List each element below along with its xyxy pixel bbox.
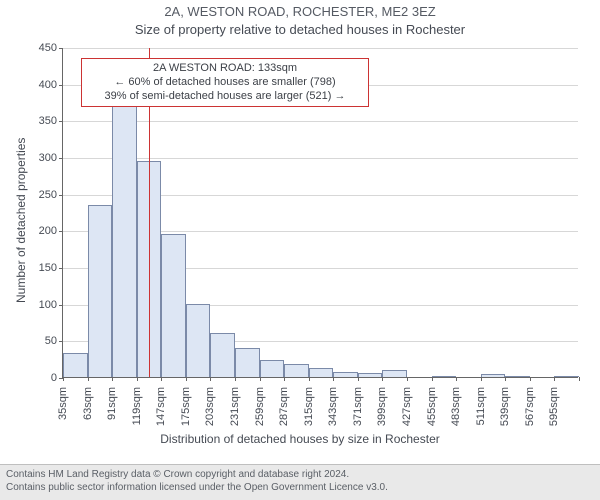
x-tick [309,377,310,381]
page-title: 2A, WESTON ROAD, ROCHESTER, ME2 3EZ [0,4,600,19]
bar [554,376,579,377]
x-tick [260,377,261,381]
x-tick-label: 595sqm [548,383,560,426]
y-tick-label: 100 [39,299,63,311]
x-tick [382,377,383,381]
x-tick [161,377,162,381]
annotation-line: 39% of semi-detached houses are larger (… [88,90,362,104]
bar [382,370,407,377]
x-tick [554,377,555,381]
x-tick-label: 287sqm [278,383,290,426]
x-tick-label: 483sqm [450,383,462,426]
x-tick-label: 175sqm [180,383,192,426]
bar [505,376,530,377]
x-tick [407,377,408,381]
x-tick-label: 91sqm [106,383,118,420]
y-tick-label: 150 [39,262,63,274]
x-tick-label: 427sqm [401,383,413,426]
x-tick [186,377,187,381]
x-tick-label: 147sqm [155,383,167,426]
plot-area: 05010015020025030035040045035sqm63sqm91s… [62,48,578,378]
annotation-box: 2A WESTON ROAD: 133sqm← 60% of detached … [81,58,369,107]
chart-subtitle: Size of property relative to detached ho… [0,22,600,37]
y-tick-label: 300 [39,152,63,164]
x-axis-label: Distribution of detached houses by size … [0,432,600,446]
bar [432,376,457,377]
bar [235,348,260,377]
gridline [63,48,578,49]
x-tick [112,377,113,381]
bar [63,353,88,377]
x-tick-label: 119sqm [131,383,143,425]
x-tick [63,377,64,381]
annotation-line: ← 60% of detached houses are smaller (79… [88,76,362,90]
y-tick-label: 350 [39,115,63,127]
x-tick [358,377,359,381]
gridline [63,158,578,159]
bar [161,234,186,377]
bar [358,373,383,377]
x-tick-label: 63sqm [82,383,94,420]
bar [210,333,235,377]
x-tick-label: 511sqm [475,383,487,425]
x-tick-label: 371sqm [352,383,364,426]
x-tick-label: 343sqm [327,383,339,426]
x-tick [210,377,211,381]
x-tick-label: 399sqm [376,383,388,426]
y-tick-label: 450 [39,42,63,54]
chart-container: 2A, WESTON ROAD, ROCHESTER, ME2 3EZ Size… [0,0,600,500]
y-tick-label: 200 [39,225,63,237]
x-tick [235,377,236,381]
bar [186,304,211,377]
x-tick [333,377,334,381]
annotation-line: 2A WESTON ROAD: 133sqm [88,62,362,76]
x-tick-label: 315sqm [303,383,315,426]
footer-line: Contains HM Land Registry data © Crown c… [6,469,594,482]
bar [309,368,334,377]
x-tick-label: 35sqm [57,383,69,420]
x-tick [88,377,89,381]
x-tick [432,377,433,381]
x-tick [481,377,482,381]
x-tick-label: 455sqm [426,383,438,426]
footer-line: Contains public sector information licen… [6,482,594,495]
y-tick-label: 400 [39,79,63,91]
x-tick [137,377,138,381]
x-tick [505,377,506,381]
x-tick [284,377,285,381]
bar [112,106,137,377]
bar [333,372,358,377]
y-tick-label: 50 [45,335,63,347]
x-tick-label: 259sqm [254,383,266,426]
x-tick-label: 539sqm [499,383,511,426]
footer: Contains HM Land Registry data © Crown c… [0,464,600,500]
x-tick [530,377,531,381]
x-tick-label: 231sqm [229,383,241,426]
y-axis-label: Number of detached properties [14,138,28,303]
bar [260,360,285,377]
x-tick [579,377,580,381]
x-tick [456,377,457,381]
gridline [63,121,578,122]
x-tick-label: 203sqm [204,383,216,426]
x-tick-label: 567sqm [524,383,536,426]
bar [481,374,506,377]
y-tick-label: 250 [39,189,63,201]
bar [284,364,309,377]
bar [88,205,113,377]
